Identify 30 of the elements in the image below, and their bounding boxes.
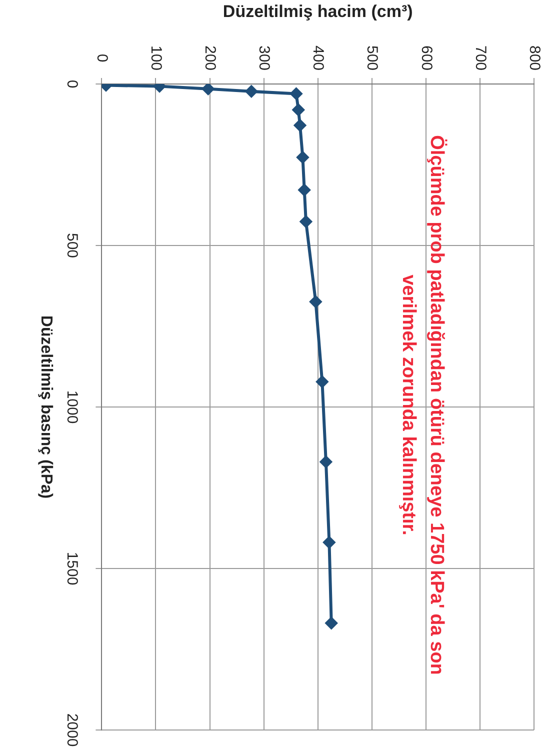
annotation: Ölçümde prob patladığından ötürü deneye 1750 kPa' da son verilmek zorunda kalınmıştır. <box>398 135 448 675</box>
x-tick-label: 700 <box>472 45 489 71</box>
x-tick-label: 100 <box>148 45 165 71</box>
point <box>245 85 258 98</box>
point <box>320 456 332 468</box>
y-tick-label: 0 <box>64 80 81 88</box>
point <box>296 151 309 164</box>
point <box>325 617 338 630</box>
x-tick-label: 800 <box>526 45 543 71</box>
x-tick-label: 300 <box>256 45 273 71</box>
point <box>300 216 312 228</box>
point <box>290 88 302 100</box>
x-axis-title: Düzeltilmiş hacim (cm³) <box>222 2 413 21</box>
point <box>298 184 310 196</box>
x-tick-label: 200 <box>202 45 219 71</box>
point <box>323 536 336 548</box>
x-tick-label: 0 <box>94 54 111 62</box>
point <box>292 104 304 116</box>
y-axis-title: Düzeltilmiş basınç (kPa) <box>38 315 55 499</box>
x-tick-label: 500 <box>364 45 381 71</box>
y-tick-label: 1000 <box>64 390 81 424</box>
point <box>294 119 306 132</box>
y-tick-label: 1500 <box>64 552 81 586</box>
y-tick-label: 500 <box>64 232 81 258</box>
y-tick-label: 2000 <box>64 713 81 747</box>
point <box>202 84 214 95</box>
x-tick-label: 400 <box>310 45 327 71</box>
x-tick-label: 600 <box>418 45 435 71</box>
point <box>310 296 322 308</box>
point <box>316 376 328 388</box>
